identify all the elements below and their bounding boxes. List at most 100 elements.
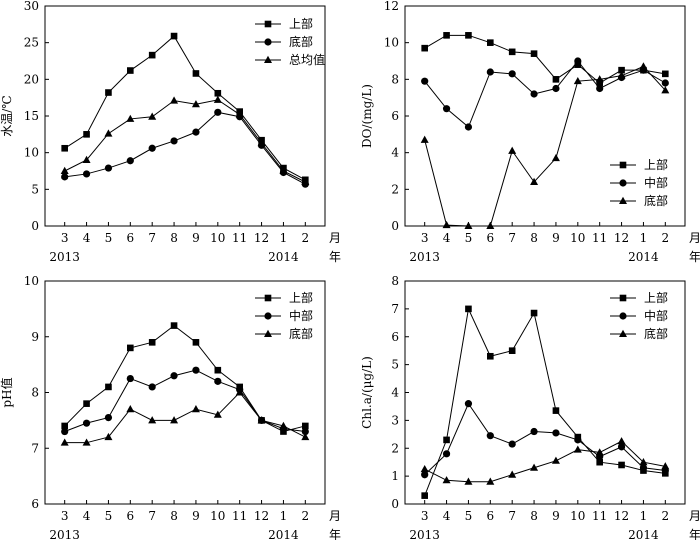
- x-tick-label: 3: [421, 509, 429, 523]
- series-line: [64, 99, 306, 183]
- data-point: [530, 427, 538, 436]
- legend-marker: [619, 179, 627, 187]
- data-point: [617, 443, 626, 451]
- x-tick-label: 3: [421, 231, 429, 245]
- data-point: [639, 457, 648, 466]
- data-point: [148, 416, 157, 424]
- legend-marker: [264, 329, 272, 337]
- data-point: [421, 77, 429, 85]
- data-point: [508, 347, 516, 354]
- legend-label: 底部: [644, 193, 668, 208]
- data-point: [552, 407, 560, 414]
- data-point: [191, 405, 200, 413]
- data-point: [420, 135, 429, 143]
- year-label: 2014: [628, 528, 659, 540]
- data-point: [443, 436, 450, 444]
- data-point: [83, 400, 90, 407]
- x-unit-year-label: 年: [329, 528, 341, 540]
- x-tick-label: 8: [530, 509, 538, 523]
- data-point: [192, 70, 200, 77]
- data-point: [574, 57, 582, 65]
- data-point: [170, 372, 178, 380]
- x-tick-label: 9: [192, 231, 200, 245]
- series-line: [64, 35, 306, 181]
- y-tick-label: 0: [391, 219, 399, 233]
- data-point: [442, 476, 451, 484]
- data-point: [442, 220, 451, 229]
- data-point: [574, 436, 582, 444]
- plot-frame: [44, 280, 326, 505]
- x-tick-label: 9: [552, 509, 560, 523]
- y-tick-label: 8: [391, 72, 399, 86]
- data-point: [302, 422, 309, 430]
- data-point: [235, 388, 244, 396]
- legend-label: 中部: [644, 308, 668, 323]
- x-tick-label: 10: [210, 231, 225, 245]
- year-label: 2013: [409, 528, 440, 540]
- y-tick-label: 2: [391, 441, 399, 455]
- y-axis-label: Chl.a/(μg/L): [360, 356, 374, 429]
- data-point: [487, 39, 494, 46]
- x-tick-label: 7: [148, 231, 156, 245]
- series-square: [61, 32, 309, 184]
- data-point: [617, 71, 626, 79]
- data-point: [279, 421, 288, 429]
- data-point: [192, 339, 200, 346]
- y-axis-label: DO/(mg/L): [360, 84, 374, 148]
- data-point: [595, 448, 604, 456]
- data-point: [83, 131, 90, 138]
- data-point: [148, 144, 156, 152]
- x-tick-label: 6: [486, 509, 494, 523]
- x-tick-label: 4: [83, 231, 91, 245]
- y-tick-label: 8: [31, 386, 39, 400]
- x-tick-label: 5: [465, 231, 473, 245]
- data-point: [170, 96, 179, 104]
- y-tick-label: 7: [31, 441, 39, 455]
- data-point: [301, 427, 309, 436]
- x-tick-label: 11: [592, 509, 607, 523]
- legend-label: 中部: [289, 308, 313, 323]
- x-tick-label: 7: [508, 509, 516, 523]
- data-point: [573, 76, 582, 85]
- data-point: [105, 89, 112, 96]
- y-tick-label: 8: [391, 274, 399, 288]
- x-tick-label: 8: [170, 231, 178, 245]
- data-point: [170, 137, 178, 145]
- data-point: [257, 416, 266, 424]
- series-triangle: [420, 437, 670, 485]
- year-label: 2014: [268, 250, 299, 264]
- x-unit-year-label: 年: [689, 250, 700, 264]
- x-unit-label: 月: [689, 509, 700, 523]
- data-point: [60, 166, 69, 174]
- x-tick-label: 9: [192, 509, 200, 523]
- x-tick-label: 10: [570, 509, 585, 523]
- x-tick-label: 12: [614, 231, 629, 245]
- data-point: [301, 432, 310, 441]
- data-point: [464, 400, 473, 408]
- x-tick-label: 7: [148, 509, 156, 523]
- series-triangle: [420, 62, 670, 229]
- data-point: [596, 458, 603, 466]
- data-point: [464, 221, 473, 229]
- data-point: [442, 450, 451, 458]
- legend-marker: [619, 329, 627, 337]
- y-tick-label: 4: [391, 146, 399, 160]
- x-tick-label: 2: [301, 231, 309, 245]
- data-point: [170, 32, 178, 40]
- x-tick-label: 5: [105, 509, 113, 523]
- data-point: [662, 70, 669, 78]
- legend-marker: [264, 20, 272, 28]
- data-point: [191, 100, 200, 108]
- legend-label: 上部: [644, 157, 668, 172]
- series-triangle: [60, 95, 310, 185]
- data-point: [486, 221, 495, 229]
- year-label: 2013: [49, 528, 80, 540]
- series-line: [64, 391, 306, 444]
- data-point: [508, 70, 516, 78]
- x-tick-label: 8: [530, 231, 538, 245]
- series-circle: [61, 366, 309, 436]
- data-point: [421, 492, 428, 499]
- year-label: 2014: [268, 528, 299, 540]
- year-label: 2013: [49, 250, 80, 264]
